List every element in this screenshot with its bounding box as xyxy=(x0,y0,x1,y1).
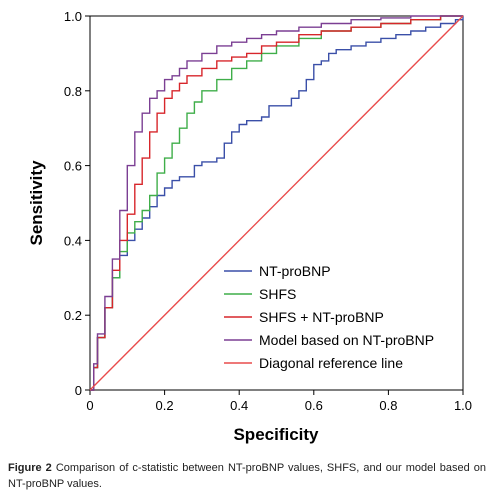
series-line-0 xyxy=(90,16,464,391)
x-tick-label: 0 xyxy=(86,398,93,413)
legend-label: Diagonal reference line xyxy=(259,355,403,371)
y-tick-label: 1.0 xyxy=(64,9,82,24)
y-tick-label: 0.8 xyxy=(64,84,82,99)
x-axis-title: Specificity xyxy=(233,425,319,444)
caption-label: Figure 2 xyxy=(8,462,52,474)
series-line-4 xyxy=(89,15,464,391)
x-tick-label: 0.6 xyxy=(305,398,323,413)
legend-label: NT-proBNP xyxy=(259,263,331,279)
y-tick-label: 0 xyxy=(75,383,82,398)
roc-chart: 0 0.2 0.4 0.6 0.8 1.0 0 0.2 0.4 0.6 0.8 1.0 NT-proB… xyxy=(27,9,472,444)
x-tick-label: 1.0 xyxy=(454,398,472,413)
axes: 0 0.2 0.4 0.6 0.8 1.0 0 0.2 0.4 0.6 0.8 1.0 xyxy=(64,9,472,413)
x-tick-label: 0.8 xyxy=(379,398,397,413)
legend: NT-proBNP SHFS SHFS + NT-proBNP Model based… xyxy=(224,263,434,371)
legend-label: Model based on NT-proBNP xyxy=(259,332,434,348)
series-line-2 xyxy=(90,15,463,391)
legend-label: SHFS xyxy=(259,286,296,302)
plot-frame xyxy=(89,15,464,391)
y-tick-label: 0.6 xyxy=(64,159,82,174)
figure-caption: Figure 2 Comparison of c-statistic betwe… xyxy=(8,460,486,492)
caption-text: Comparison of c-statistic between NT-pro… xyxy=(8,462,486,490)
x-tick-label: 0.4 xyxy=(230,398,248,413)
y-tick-label: 0.4 xyxy=(64,233,82,248)
x-tick-label: 0.2 xyxy=(156,398,174,413)
series-line-3 xyxy=(90,15,463,391)
y-tick-label: 0.2 xyxy=(64,308,82,323)
y-axis-title: Sensitivity xyxy=(27,160,46,246)
series-lines xyxy=(89,15,464,391)
legend-label: SHFS + NT-proBNP xyxy=(259,309,384,325)
